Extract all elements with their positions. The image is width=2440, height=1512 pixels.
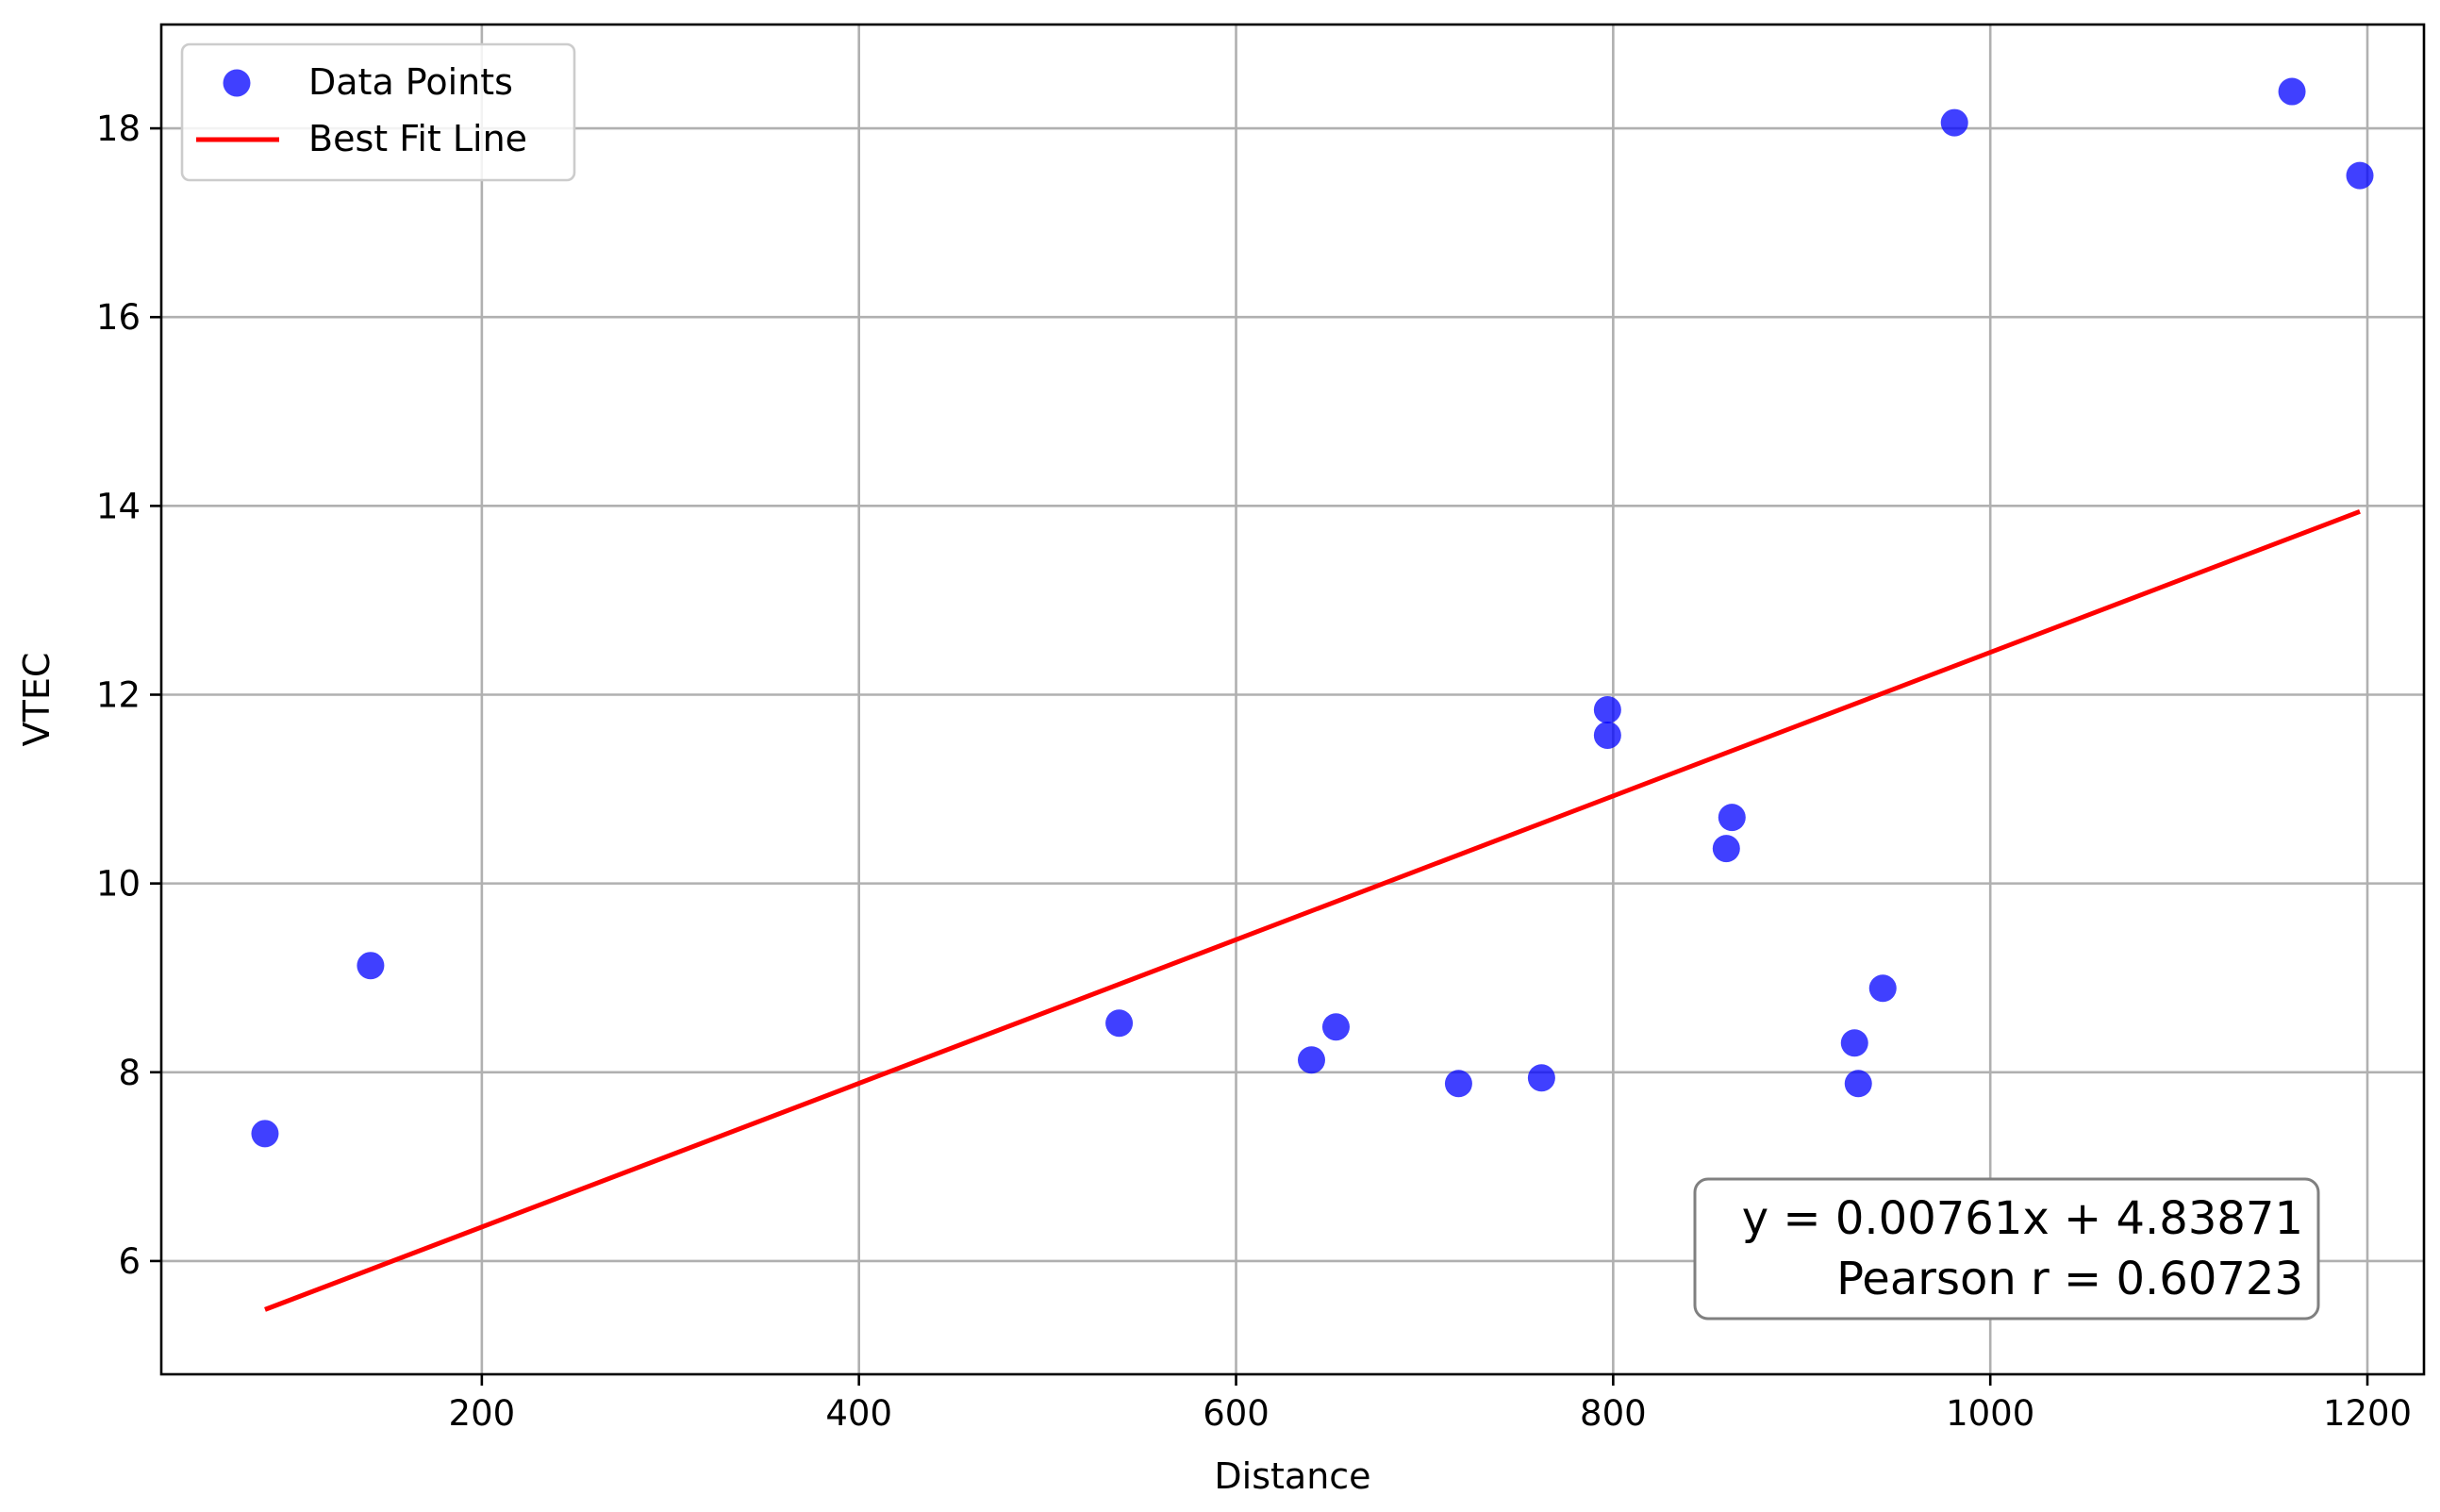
data-point	[1593, 696, 1621, 724]
legend-box	[180, 42, 576, 182]
x-tick-label: 1000	[1946, 1393, 2034, 1434]
data-point	[1868, 974, 1897, 1003]
equation-annotation: y = 0.00761x + 4.83871 Pearson r = 0.6072…	[1693, 1177, 2320, 1321]
axes: 200 400 600 800 1000 1200 6 8 10 12 14 16 18 Distance…	[16, 23, 2426, 1497]
data-point	[1712, 835, 1740, 863]
data-point	[1718, 804, 1746, 832]
data-point	[1527, 1064, 1555, 1092]
data-point	[1105, 1009, 1134, 1038]
x-tick-label: 400	[825, 1393, 892, 1434]
data-point	[1593, 722, 1621, 750]
x-tick-label: 1200	[2323, 1393, 2412, 1434]
data-point	[1444, 1070, 1472, 1098]
y-tick-label: 14	[96, 486, 141, 526]
x-tick-label: 800	[1580, 1393, 1647, 1434]
data-point	[357, 952, 385, 980]
y-tick-label: 8	[118, 1053, 141, 1093]
y-tick-label: 12	[96, 674, 141, 715]
x-tick-label: 200	[449, 1393, 516, 1434]
data-point	[1297, 1046, 1325, 1074]
legend-label-best-fit: Best Fit Line	[308, 118, 527, 159]
x-tick-label: 600	[1203, 1393, 1270, 1434]
data-point	[1940, 108, 1968, 137]
data-point	[1844, 1070, 1872, 1098]
annotation-pearson: Pearson r = 0.60723	[1836, 1253, 2303, 1305]
x-axis-label: Distance	[1214, 1455, 1370, 1497]
legend: Data Points Best Fit Line	[180, 42, 576, 182]
plot-frame	[159, 23, 2426, 1376]
data-point	[251, 1120, 279, 1148]
legend-marker-data-points	[223, 69, 251, 97]
y-tick-label: 10	[96, 864, 141, 905]
best-fit-line	[264, 508, 2361, 1312]
y-axis-label: VTEC	[16, 653, 58, 747]
data-point	[1321, 1013, 1350, 1041]
y-tick-label: 18	[96, 108, 141, 149]
annotation-box	[1693, 1177, 2320, 1321]
annotation-equation: y = 0.00761x + 4.83871	[1742, 1192, 2303, 1245]
y-tick-label: 6	[118, 1241, 141, 1282]
legend-label-data-points: Data Points	[308, 61, 513, 103]
plot-series	[251, 77, 2374, 1312]
data-point	[2346, 161, 2374, 190]
y-tick-label: 16	[96, 297, 141, 338]
data-point	[2278, 77, 2306, 106]
data-point	[1840, 1029, 1868, 1057]
